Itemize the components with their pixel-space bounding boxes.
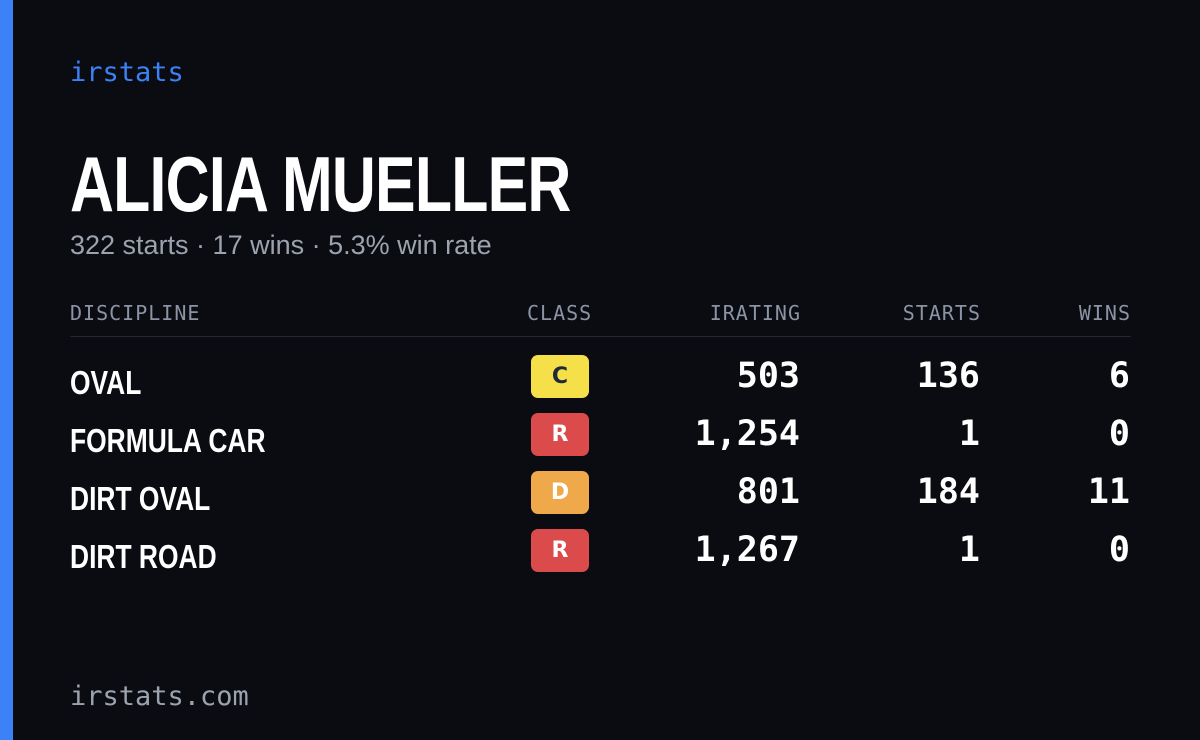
irating-value: 503 — [736, 356, 800, 396]
header-discipline: DISCIPLINE — [70, 301, 201, 325]
starts-value: 184 — [916, 472, 980, 512]
brand-logo[interactable]: irstats — [70, 57, 184, 88]
footer-domain-link[interactable]: irstats.com — [70, 681, 249, 712]
irating-value: 801 — [736, 472, 800, 512]
wins-value: 11 — [1087, 472, 1130, 512]
accent-bar — [0, 0, 13, 740]
class-badge: R — [531, 529, 589, 572]
table-row: DIRT OVAL D 801 184 11 — [70, 469, 1131, 527]
starts-value: 136 — [916, 356, 980, 396]
starts-value: 1 — [958, 530, 980, 570]
class-badge: D — [531, 471, 589, 514]
table-header: DISCIPLINE CLASS IRATING STARTS WINS — [70, 296, 1131, 337]
table-row: DIRT ROAD R 1,267 1 0 — [70, 527, 1131, 585]
driver-summary: 322 starts · 17 wins · 5.3% win rate — [70, 230, 492, 260]
class-badge: C — [531, 355, 589, 398]
header-wins: WINS — [1078, 301, 1131, 325]
header-irating: IRATING — [709, 301, 801, 325]
discipline-label: OVAL — [70, 364, 142, 401]
wins-value: 6 — [1108, 356, 1130, 396]
irating-value: 1,267 — [694, 530, 800, 570]
discipline-label: DIRT OVAL — [70, 480, 211, 517]
table-row: FORMULA CAR R 1,254 1 0 — [70, 411, 1131, 469]
discipline-label: DIRT ROAD — [70, 538, 217, 575]
table-row: OVAL C 503 136 6 — [70, 353, 1131, 411]
header-starts: STARTS — [902, 301, 981, 325]
wins-value: 0 — [1108, 414, 1130, 454]
wins-value: 0 — [1108, 530, 1130, 570]
discipline-label: FORMULA CAR — [70, 422, 266, 459]
driver-name: ALICIA MUELLER — [70, 140, 571, 228]
table-body: OVAL C 503 136 6 FORMULA CAR R 1,254 1 0… — [70, 353, 1131, 585]
starts-value: 1 — [958, 414, 980, 454]
discipline-table: DISCIPLINE CLASS IRATING STARTS WINS OVA… — [70, 296, 1131, 585]
irating-value: 1,254 — [694, 414, 800, 454]
header-class: CLASS — [527, 301, 593, 325]
class-badge: R — [531, 413, 589, 456]
